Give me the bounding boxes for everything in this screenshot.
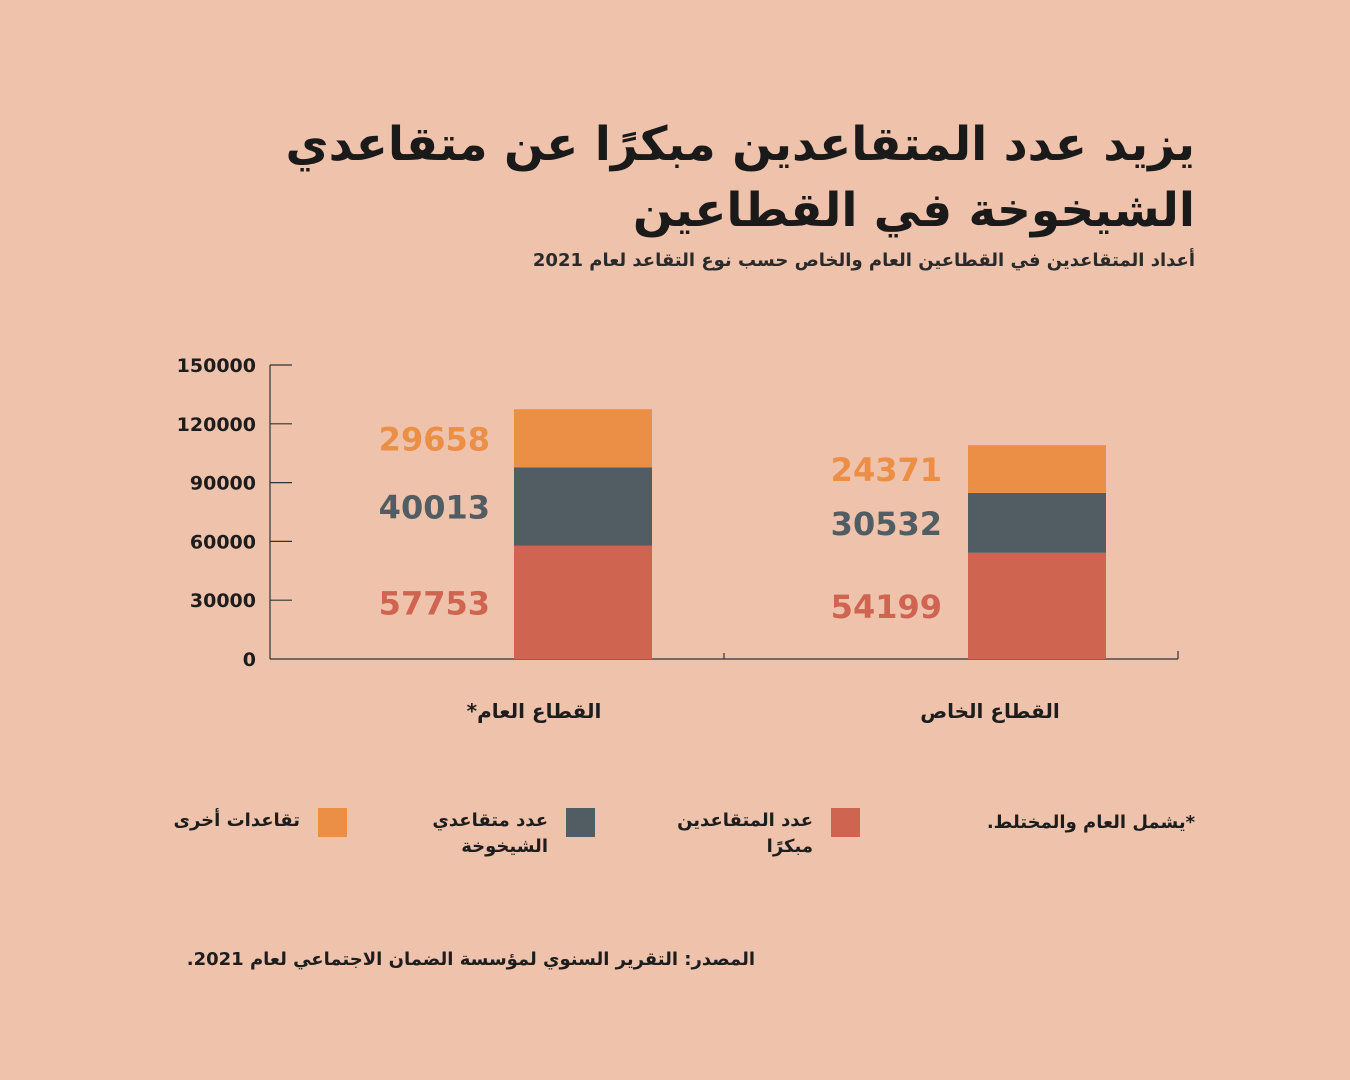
- legend-item-early: عدد المتقاعدين مبكرًا: [663, 808, 860, 860]
- data-label-0-0: 57753: [379, 584, 490, 622]
- chart-title: يزيد عدد المتقاعدين مبكرًا عن متقاعدي ال…: [285, 117, 1195, 238]
- legend-label-old-age: عدد متقاعدي الشيخوخة: [432, 810, 548, 857]
- legend-label-other: تقاعدات أخرى: [173, 810, 300, 831]
- bar-segment-1-0: [968, 552, 1106, 659]
- bar-segment-1-2: [968, 445, 1106, 493]
- y-tick-label-1: 30000: [190, 590, 256, 612]
- y-tick-label-0: 0: [243, 649, 256, 671]
- y-tick-label-3: 90000: [190, 473, 256, 495]
- chart-subtitle: أعداد المتقاعدين في القطاعين العام والخا…: [532, 250, 1195, 271]
- bar-segment-1-1: [968, 492, 1106, 553]
- category-label-0: القطاع العام*: [467, 699, 602, 723]
- legend-swatch-old-age: [566, 808, 595, 837]
- data-label-0-2: 29658: [379, 420, 490, 458]
- data-label-1-1: 30532: [831, 505, 942, 543]
- bar-segment-0-2: [514, 409, 652, 468]
- y-tick-label-2: 60000: [190, 531, 256, 553]
- data-label-1-0: 54199: [831, 588, 942, 626]
- category-label-1: القطاع الخاص: [920, 699, 1060, 723]
- legend-label-early: عدد المتقاعدين مبكرًا: [677, 810, 813, 857]
- data-label-1-2: 24371: [831, 451, 942, 489]
- data-label-0-1: 40013: [379, 489, 490, 527]
- footnote: *يشمل العام والمختلط.: [986, 812, 1195, 833]
- bar-segment-0-1: [514, 467, 652, 546]
- stacked-bar-chart: 0 30000 60000 90000 120000 150000 57753 40013 29…: [177, 355, 1179, 723]
- bar-segment-0-0: [514, 545, 652, 659]
- source-note: المصدر: التقرير السنوي لمؤسسة الضمان الا…: [186, 949, 755, 970]
- legend-item-other: تقاعدات أخرى: [160, 808, 347, 837]
- y-tick-label-5: 150000: [177, 355, 256, 377]
- legend-item-old-age: عدد متقاعدي الشيخوخة: [408, 808, 595, 860]
- legend-swatch-early: [831, 808, 860, 837]
- legend-swatch-other: [318, 808, 347, 837]
- y-tick-label-4: 120000: [177, 414, 256, 436]
